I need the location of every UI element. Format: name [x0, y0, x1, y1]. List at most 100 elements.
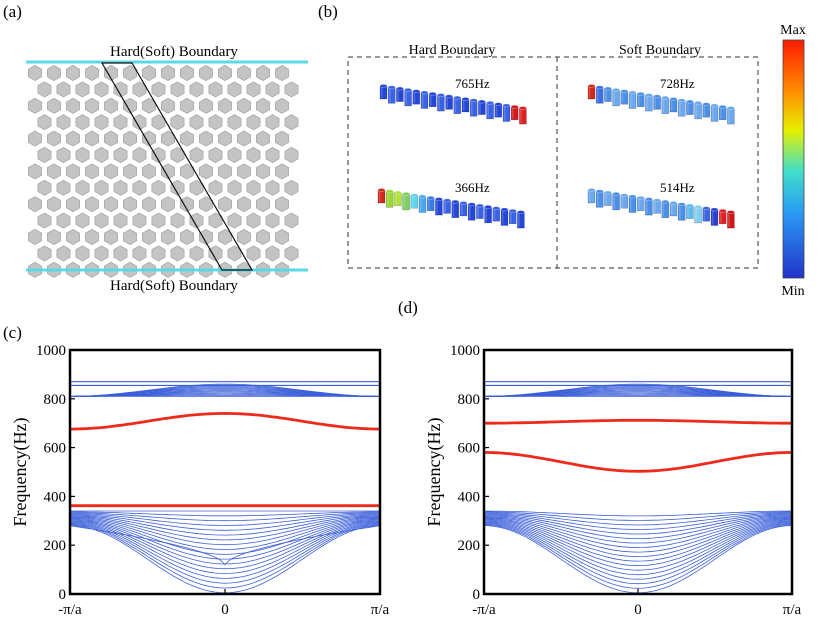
lower-bulk-band — [70, 513, 380, 526]
panel-c-label: (c) — [3, 323, 22, 342]
hex-cell — [151, 179, 166, 196]
hex-cell — [151, 81, 166, 98]
hex-cell — [189, 245, 204, 262]
lower-bulk-outer-band — [69, 525, 381, 566]
hex-cell — [85, 130, 99, 147]
y-tick-label: 1000 — [36, 343, 66, 359]
hex-cell — [218, 65, 232, 81]
x-tick-label: -π/a — [58, 602, 82, 618]
hex-cell — [123, 163, 137, 180]
hex-cell — [256, 229, 270, 245]
mode-pillar — [628, 90, 637, 109]
hex-cell — [170, 81, 185, 98]
hex-cell — [66, 97, 80, 114]
mode-shape-728 — [587, 84, 735, 125]
mode-pillar — [686, 203, 694, 219]
hex-cell — [265, 212, 280, 229]
hex-cell — [142, 97, 156, 114]
hex-cell — [151, 245, 166, 262]
lower-bulk-band — [483, 520, 793, 571]
hex-cell — [151, 147, 166, 163]
hex-cell — [37, 179, 52, 196]
hex-cell — [265, 147, 280, 163]
hex-cell — [246, 114, 261, 131]
mode-shape-514 — [587, 188, 735, 229]
hex-cell — [227, 81, 242, 98]
hex-cell — [94, 179, 109, 196]
lower-bulk-band — [69, 518, 381, 555]
hex-cell — [189, 81, 204, 98]
mode-shape-765 — [379, 84, 527, 125]
mode-pillar — [669, 201, 678, 217]
lower-bulk-band — [69, 514, 381, 536]
lower-bulk-band — [483, 514, 793, 539]
hex-cell — [37, 147, 52, 163]
hex-cell — [237, 97, 251, 114]
hex-cell — [56, 81, 71, 98]
mode-pillar — [636, 91, 645, 108]
hex-cell — [161, 65, 175, 81]
mode-pillar — [661, 199, 670, 218]
hex-cell — [37, 81, 52, 98]
hex-cell — [75, 114, 90, 131]
mode-pillar — [727, 210, 735, 229]
hex-cell — [227, 212, 242, 229]
hex-cell — [66, 130, 80, 147]
hex-cell — [170, 114, 185, 131]
hex-cell — [85, 65, 99, 81]
hex-cell — [66, 196, 80, 213]
hex-cell — [161, 229, 175, 245]
hex-cell — [199, 97, 213, 114]
hex-cell — [28, 229, 42, 245]
hex-cell — [104, 163, 118, 180]
hex-cell — [161, 130, 175, 147]
hex-cell — [208, 114, 223, 131]
lower-bulk-band — [483, 516, 793, 549]
hex-cell — [28, 163, 42, 180]
lower-bulk-band — [483, 525, 793, 594]
mode-pillar — [604, 190, 612, 206]
hex-cell — [199, 163, 213, 180]
mode-pillar — [453, 95, 462, 114]
lower-bulk-band — [484, 515, 792, 544]
lower-bulk-band — [483, 512, 793, 526]
hex-cell — [227, 114, 242, 131]
lower-bulk-band — [484, 514, 792, 535]
mode-pillar — [517, 210, 525, 229]
hex-cell — [170, 179, 185, 196]
hex-cell — [113, 245, 128, 262]
hex-cell — [66, 65, 80, 81]
hex-cell — [37, 212, 52, 229]
mode-pillar — [595, 189, 604, 208]
hex-cell — [85, 196, 99, 213]
mode-pillar — [620, 89, 629, 105]
hex-cell — [28, 130, 42, 147]
hex-cell — [227, 245, 242, 262]
hex-cell — [132, 114, 147, 131]
colorbar — [782, 39, 805, 279]
lower-bulk-band — [69, 524, 381, 589]
mode-pillar — [443, 198, 451, 214]
edge-upper-state — [69, 411, 381, 431]
mode-pillar — [727, 106, 735, 125]
lower-bulk-band — [483, 517, 793, 553]
hex-cell — [237, 130, 251, 147]
mode-pillar — [428, 91, 437, 108]
mode-pillar — [437, 93, 445, 112]
hex-cell — [170, 147, 185, 163]
hex-cell — [256, 196, 270, 213]
bottom-boundary-label: Hard(Soft) Boundary — [110, 278, 238, 294]
mode-pillar — [484, 205, 492, 224]
mode-pillar — [461, 97, 470, 113]
hex-cell — [123, 229, 137, 245]
hex-cell — [47, 229, 61, 245]
hex-cell — [180, 229, 194, 245]
hex-cell — [56, 114, 71, 131]
mode-pillar — [645, 93, 653, 112]
hex-cell — [28, 97, 42, 114]
top-boundary-label: Hard(Soft) Boundary — [110, 44, 238, 60]
mode-freq-514: 514Hz — [660, 180, 695, 195]
mode-pillar — [418, 194, 427, 213]
hex-cell — [170, 245, 185, 262]
x-tick-label: π/a — [371, 602, 390, 618]
